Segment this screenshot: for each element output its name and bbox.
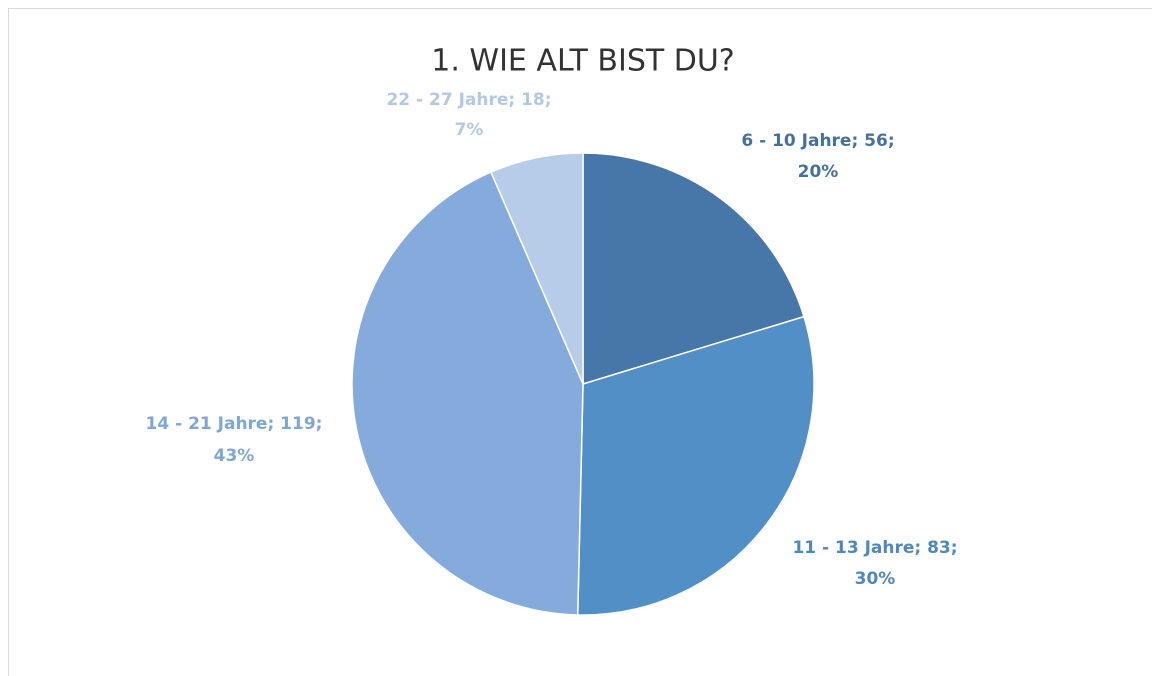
data-label: 6 - 10 Jahre; 56; — [741, 131, 894, 151]
data-label: 20% — [798, 162, 839, 182]
data-label: 30% — [855, 569, 896, 589]
pie-slice — [582, 152, 805, 386]
chart-title: 1. WIE ALT BIST DU? — [431, 44, 734, 79]
data-label: 11 - 13 Jahre; 83; — [792, 538, 957, 558]
data-label: 14 - 21 Jahre; 119; — [146, 414, 323, 434]
pie-slice — [576, 315, 815, 616]
pie-slice — [351, 171, 584, 616]
data-label: 22 - 27 Jahre; 18; — [386, 90, 551, 110]
pie-slice — [489, 152, 584, 385]
data-label: 7% — [455, 120, 484, 140]
data-label: 43% — [214, 446, 255, 466]
